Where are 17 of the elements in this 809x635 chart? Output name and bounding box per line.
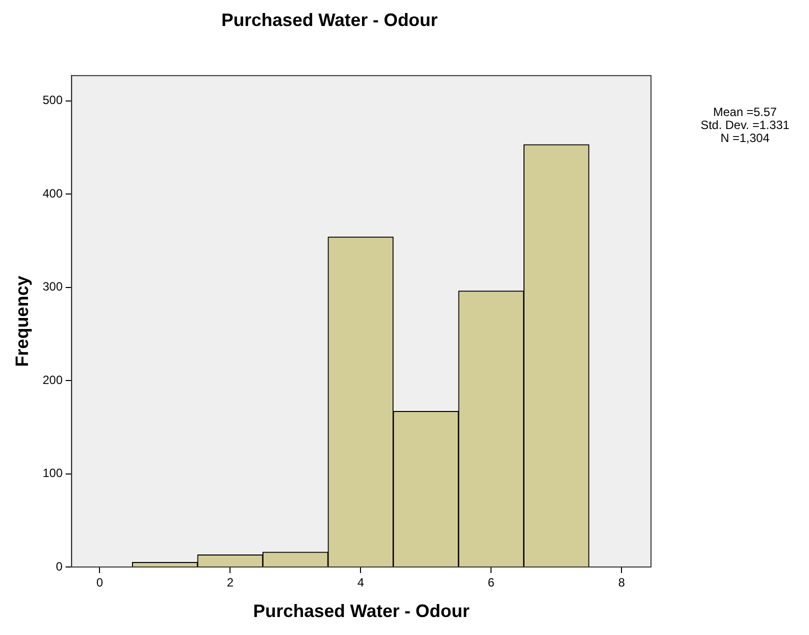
y-tick-label: 400 bbox=[42, 186, 63, 200]
text: Mean =5.57 bbox=[712, 105, 778, 119]
x-tick-label: 4 bbox=[357, 576, 364, 590]
x-tick-label: 2 bbox=[226, 576, 234, 590]
x-axis-title: Purchased Water - Odour bbox=[253, 601, 470, 622]
text: Std. Dev. =1.331 bbox=[700, 118, 790, 132]
text: N =1,304 bbox=[719, 131, 771, 145]
x-tick-label: 8 bbox=[618, 576, 626, 590]
y-axis-title: Frequency bbox=[12, 276, 32, 367]
y-tick-label: 300 bbox=[42, 280, 63, 294]
x-tick-label: 0 bbox=[96, 576, 104, 590]
chart-title: Purchased Water - Odour bbox=[221, 10, 438, 30]
y-tick-label: 500 bbox=[42, 93, 63, 108]
x-tick-label: 6 bbox=[488, 576, 495, 590]
y-tick-label: 0 bbox=[56, 559, 63, 574]
y-tick-label: 100 bbox=[42, 466, 63, 480]
y-tick-label: 200 bbox=[42, 372, 63, 387]
